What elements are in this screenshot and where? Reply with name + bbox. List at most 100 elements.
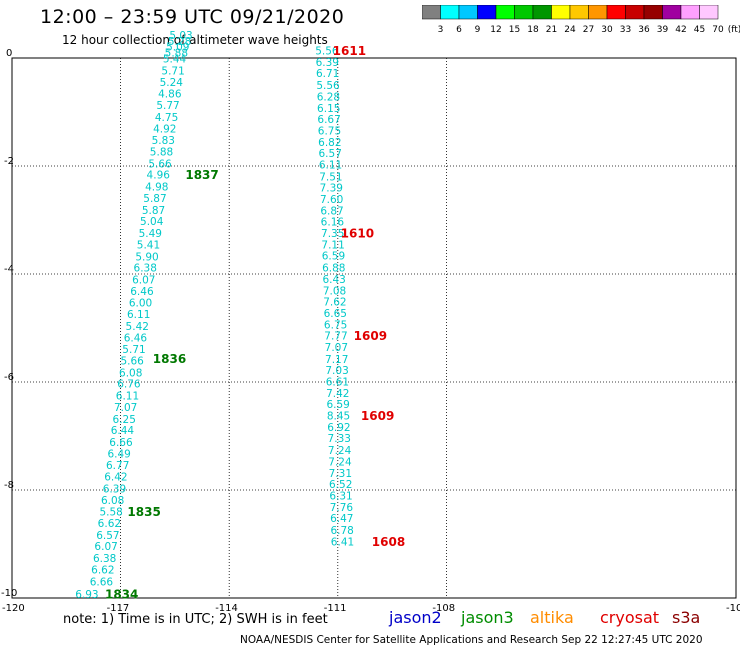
- wave-height-value: 6.75: [324, 319, 347, 331]
- wave-height-value: 6.42: [104, 472, 127, 484]
- wave-height-value: 6.38: [93, 553, 116, 565]
- x-tick-label: -108: [432, 603, 456, 614]
- wave-height-value: 6.00: [129, 298, 152, 310]
- y-tick-label: -6: [4, 372, 14, 383]
- wave-height-value: 6.66: [90, 576, 114, 588]
- color-scale-label: 70: [712, 25, 724, 35]
- y-tick-label: -10: [1, 588, 18, 599]
- mission-s3a: s3a: [672, 608, 701, 627]
- mission-jason3: jason3: [461, 608, 514, 627]
- wave-height-value: 6.52: [329, 479, 352, 491]
- wave-height-value: 7.35: [321, 228, 344, 240]
- wave-height-value: 6.78: [330, 525, 353, 537]
- wave-height-value: 6.39: [103, 483, 126, 495]
- mission-cryosat: cryosat: [600, 608, 660, 627]
- color-scale-label: 9: [475, 25, 481, 35]
- mission-altika: altika: [530, 608, 574, 627]
- y-tick-label: 0: [6, 48, 13, 59]
- wave-height-value: 6.93: [75, 589, 98, 601]
- y-tick-label: -4: [4, 264, 14, 275]
- wave-height-value: 5.56: [315, 46, 339, 58]
- color-scale-label: 27: [583, 25, 594, 35]
- wave-height-value: 6.75: [318, 125, 341, 137]
- wave-height-value: 5.88: [150, 147, 173, 159]
- wave-height-value: 6.87: [320, 205, 343, 217]
- wave-height-value: 6.76: [117, 379, 141, 391]
- pass-time-label: 1609: [361, 409, 394, 423]
- wave-height-value: 6.88: [322, 263, 345, 275]
- wave-height-value: 7.51: [319, 171, 342, 183]
- x-tick-label: -120: [2, 603, 25, 614]
- color-scale-label: 12: [490, 25, 501, 35]
- wave-height-value: 7.17: [325, 354, 348, 366]
- wave-height-value: 7.60: [320, 194, 343, 206]
- wave-height-value: 5.83: [152, 135, 175, 147]
- wave-height-value: 5.28: [168, 36, 191, 48]
- wave-height-value: 6.57: [319, 148, 342, 160]
- x-tick-label: -111: [323, 603, 347, 614]
- wave-height-value: 6.66: [109, 437, 133, 449]
- y-tick-label: -2: [4, 156, 14, 167]
- mission-jason2: jason2: [389, 608, 442, 627]
- color-scale-label: 15: [509, 25, 520, 35]
- wave-height-value: 4.98: [145, 182, 168, 194]
- wave-height-value: 6.62: [98, 518, 121, 530]
- wave-height-value: 5.71: [161, 66, 184, 78]
- wave-height-value: 5.04: [140, 216, 164, 228]
- wave-height-value: 6.08: [119, 367, 142, 379]
- pass-time-label: 1834: [105, 587, 138, 601]
- wave-height-value: 4.75: [155, 112, 178, 124]
- color-swatch: [699, 5, 719, 20]
- wave-height-value: 6.71: [316, 68, 339, 80]
- color-scale-label: (ft): [728, 25, 740, 35]
- wave-height-value: 7.33: [328, 433, 351, 445]
- wave-height-value: 6.31: [329, 490, 352, 502]
- track-cryosat: 5.566.396.715.566.286.156.676.756.826.57…: [315, 44, 405, 549]
- wave-height-value: 6.15: [317, 103, 340, 115]
- color-scale-label: 6: [456, 25, 462, 35]
- wave-height-value: 6.25: [113, 414, 136, 426]
- wave-height-value: 6.61: [326, 377, 349, 389]
- wave-height-value: 5.88: [165, 48, 188, 60]
- wave-height-value: 5.77: [156, 100, 179, 112]
- wave-height-value: 7.24: [328, 456, 352, 468]
- color-scale-label: 45: [694, 25, 705, 35]
- wave-height-value: 6.08: [101, 495, 124, 507]
- track-jason3: 6.936.666.626.386.076.576.625.586.086.39…: [75, 30, 219, 601]
- x-tick-label: -10: [726, 603, 740, 614]
- color-scale-label: 33: [620, 25, 631, 35]
- color-scale-label: 18: [527, 25, 539, 35]
- wave-height-value: 6.49: [107, 448, 130, 460]
- y-tick-label: -8: [4, 480, 14, 491]
- pass-time-label: 1609: [354, 329, 387, 343]
- x-tick-label: -114: [215, 603, 238, 614]
- color-scale-label: 24: [564, 25, 576, 35]
- wave-height-value: 5.41: [137, 239, 160, 251]
- color-scale-label: 3: [438, 25, 444, 35]
- wave-height-value: 7.31: [329, 468, 352, 480]
- pass-time-label: 1608: [372, 535, 405, 549]
- wave-height-value: 5.66: [120, 355, 144, 367]
- pass-time-label: 1836: [153, 352, 186, 366]
- wave-height-value: 6.11: [319, 159, 342, 171]
- wave-height-value: 7.76: [330, 502, 354, 514]
- wave-height-value: 6.38: [134, 263, 157, 275]
- pass-time-label: 1835: [127, 505, 160, 519]
- wave-height-value: 6.16: [321, 217, 345, 229]
- wave-height-value: 6.41: [331, 536, 354, 548]
- wave-height-value: 7.42: [326, 388, 349, 400]
- wave-height-value: 6.59: [326, 399, 349, 411]
- wave-height-value: 6.77: [106, 460, 129, 472]
- wave-height-value: 6.46: [130, 286, 154, 298]
- wave-height-value: 5.03: [169, 30, 192, 42]
- wave-height-value: 8.45: [327, 411, 350, 423]
- wave-height-value: 6.43: [322, 274, 345, 286]
- units-note: note: 1) Time is in UTC; 2) SWH is in fe…: [63, 612, 328, 627]
- wave-height-value: 7.03: [325, 365, 348, 377]
- wave-height-value: 4.92: [153, 123, 176, 135]
- wave-height-value: 6.59: [322, 251, 345, 263]
- wave-height-value: 7.77: [324, 331, 347, 343]
- wave-height-value: 6.39: [316, 57, 339, 69]
- wave-height-value: 5.71: [122, 344, 145, 356]
- wave-height-value: 6.67: [317, 114, 340, 126]
